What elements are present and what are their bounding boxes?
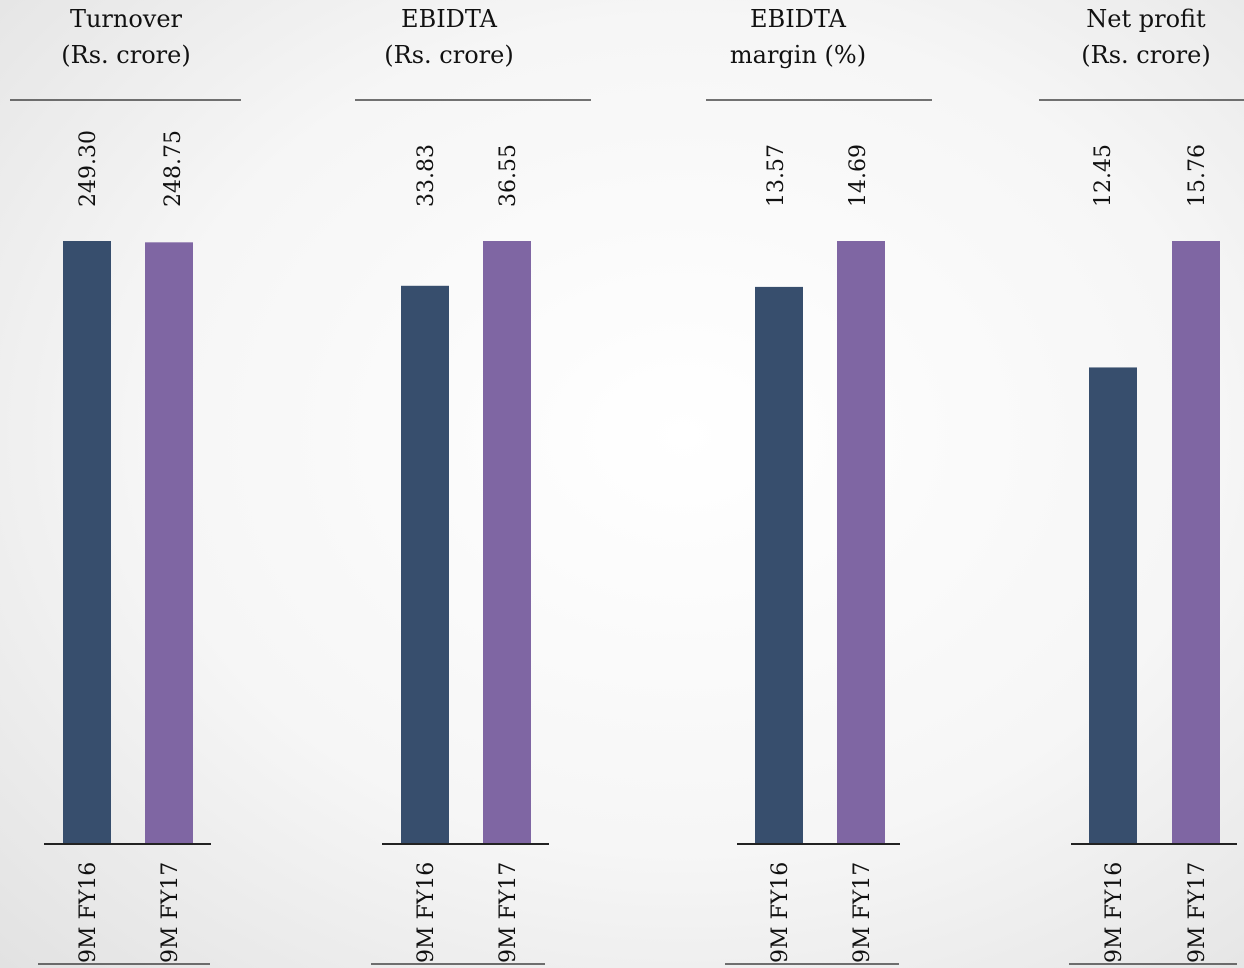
- chart-1-title-line2: (Rs. crore): [61, 41, 190, 69]
- chart-1-category-label-2: 9M FY17: [158, 862, 183, 963]
- chart-3-title-line2: margin (%): [730, 41, 866, 69]
- chart-3-value-label-2: 14.69: [846, 144, 871, 207]
- chart-2-category-label-1: 9M FY16: [414, 862, 439, 963]
- chart-4-bar-1: [1089, 367, 1137, 843]
- chart-3-value-label-1: 13.57: [764, 144, 789, 207]
- chart-4-category-label-1: 9M FY16: [1102, 862, 1127, 963]
- chart-4-value-label-2: 15.76: [1185, 144, 1210, 207]
- chart-3-bar-2: [837, 241, 885, 843]
- chart-1-category-label-1: 9M FY16: [76, 862, 101, 963]
- chart-1-title-line1: Turnover: [70, 5, 183, 33]
- chart-3-title-line1: EBIDTA: [750, 5, 847, 33]
- chart-2-category-label-2: 9M FY17: [496, 862, 521, 963]
- chart-4-title-line1: Net profit: [1086, 5, 1206, 33]
- chart-1-value-label-1: 249.30: [76, 130, 101, 207]
- chart-2-value-label-1: 33.83: [414, 144, 439, 207]
- chart-1-bar-1: [63, 241, 111, 843]
- chart-3-bar-1: [755, 286, 803, 843]
- chart-4-title-line2: (Rs. crore): [1081, 41, 1210, 69]
- chart-4-bar-2: [1172, 241, 1220, 843]
- chart-2-bar-2: [483, 241, 531, 843]
- chart-2-title-line1: EBIDTA: [401, 5, 498, 33]
- chart-1-value-label-2: 248.75: [161, 130, 186, 207]
- chart-4-value-label-1: 12.45: [1091, 144, 1116, 207]
- chart-3-category-label-1: 9M FY16: [768, 862, 793, 963]
- chart-2-value-label-2: 36.55: [496, 144, 521, 207]
- chart-2-title-line2: (Rs. crore): [384, 41, 513, 69]
- chart-1-bar-2: [145, 242, 193, 843]
- chart-3-category-label-2: 9M FY17: [850, 862, 875, 963]
- chart-2-bar-1: [401, 285, 449, 843]
- chart-4-category-label-2: 9M FY17: [1185, 862, 1210, 963]
